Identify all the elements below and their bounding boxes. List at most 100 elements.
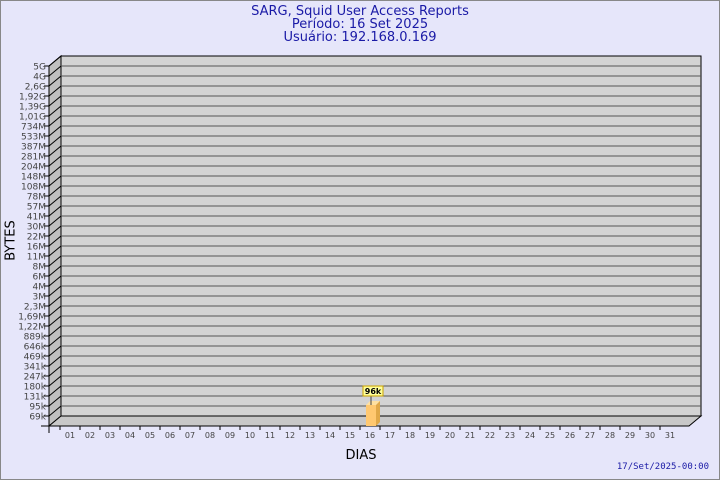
y-tick-label: 11M — [27, 253, 46, 263]
chart-title: SARG, Squid User Access Reports — [251, 4, 469, 19]
y-tick-diag — [48, 125, 62, 137]
x-tick-label: 02 — [85, 431, 95, 440]
y-tick-diag — [48, 255, 62, 267]
y-tick-diag — [48, 235, 62, 247]
y-tick-label: 469k — [24, 353, 47, 363]
x-tick-label: 18 — [405, 431, 415, 440]
y-tick-label: 247k — [24, 373, 47, 383]
x-tick-label: 13 — [305, 431, 315, 440]
x-tick-label: 01 — [65, 431, 75, 440]
x-tick-label: 31 — [665, 431, 675, 440]
y-tick-label: 180k — [24, 383, 47, 393]
y-tick-label: 734M — [21, 123, 46, 133]
x-tick-label: 27 — [585, 431, 595, 440]
y-tick-label: 3M — [33, 293, 47, 303]
x-tick-label: 04 — [125, 431, 135, 440]
y-tick-diag — [48, 395, 62, 407]
x-tick-label: 25 — [545, 431, 555, 440]
bar-day-16 — [366, 405, 376, 426]
y-tick-diag — [48, 285, 62, 297]
y-tick-label: 4G — [33, 73, 46, 83]
y-tick-diag — [48, 175, 62, 187]
y-tick-diag — [48, 95, 62, 107]
y-tick-diag — [48, 215, 62, 227]
y-tick-diag — [48, 305, 62, 317]
y-tick-diag — [48, 405, 62, 417]
x-tick-label: 07 — [185, 431, 195, 440]
x-tick-label: 23 — [505, 431, 515, 440]
y-tick-diag — [48, 365, 62, 377]
bar-side — [376, 401, 380, 426]
y-tick-diag — [48, 335, 62, 347]
y-tick-label: 341k — [24, 363, 47, 373]
x-tick-label: 29 — [625, 431, 635, 440]
y-tick-label: 30M — [27, 223, 46, 233]
x-tick-label: 09 — [225, 431, 235, 440]
x-tick-label: 06 — [165, 431, 175, 440]
y-tick-label: 108M — [21, 183, 46, 193]
x-tick-label: 22 — [485, 431, 495, 440]
y-tick-diag — [48, 205, 62, 217]
y-tick-label: 8M — [33, 263, 47, 273]
y-tick-label: 69k — [29, 413, 46, 423]
x-tick-label: 24 — [525, 431, 535, 440]
y-tick-label: 1,39G — [19, 103, 46, 113]
y-tick-label: 1,01G — [19, 113, 46, 123]
chart-user: Usuário: 192.168.0.169 — [283, 30, 437, 45]
y-tick-diag — [48, 65, 62, 77]
y-tick-label: 889k — [24, 333, 47, 343]
y-tick-label: 533M — [21, 133, 46, 143]
footer-date: 17/Set/2025-00:00 — [616, 462, 709, 472]
y-tick-label: 16M — [27, 243, 46, 253]
y-tick-label: 646k — [24, 343, 47, 353]
y-tick-diag — [48, 195, 62, 207]
x-tick-label: 14 — [325, 431, 335, 440]
y-tick-label: 1,22M — [18, 323, 46, 333]
y-tick-label: 22M — [27, 233, 46, 243]
y-tick-label: 2,3M — [24, 303, 46, 313]
x-tick-label: 21 — [465, 431, 475, 440]
x-tick-label: 26 — [565, 431, 575, 440]
y-tick-label: 2,6G — [25, 83, 46, 93]
y-tick-label: 204M — [21, 163, 46, 173]
y-tick-label: 1,69M — [18, 313, 46, 323]
x-axis-label: DIAS — [345, 448, 377, 463]
y-tick-diag — [48, 85, 62, 97]
x-tick-label: 08 — [205, 431, 215, 440]
y-tick-diag — [48, 155, 62, 167]
x-tick-label: 20 — [445, 431, 455, 440]
x-tick-label: 17 — [385, 431, 395, 440]
y-tick-label: 281M — [21, 153, 46, 163]
y-tick-diag — [48, 265, 62, 277]
x-tick-label: 10 — [245, 431, 255, 440]
x-tick-label: 16 — [365, 431, 375, 440]
y-tick-diag — [48, 75, 62, 87]
y-tick-diag — [48, 105, 62, 117]
x-tick-label: 30 — [645, 431, 655, 440]
y-tick-diag — [48, 325, 62, 337]
bar-label-box — [362, 385, 384, 397]
x-tick-label: 19 — [425, 431, 435, 440]
y-tick-label: 387M — [21, 143, 46, 153]
y-tick-diag — [48, 355, 62, 367]
y-tick-diag — [48, 225, 62, 237]
y-tick-label: 57M — [27, 203, 46, 213]
y-tick-label: 4M — [33, 283, 47, 293]
y-tick-label: 1,92G — [19, 93, 46, 103]
y-tick-label: 95k — [29, 403, 46, 413]
y-tick-diag — [48, 145, 62, 157]
y-tick-label: 131k — [24, 393, 47, 403]
y-tick-label: 78M — [27, 193, 46, 203]
y-tick-diag — [48, 245, 62, 257]
y-tick-label: 148M — [21, 173, 46, 183]
y-tick-diag — [48, 55, 62, 67]
x-tick-label: 11 — [265, 431, 275, 440]
x-tick-label: 03 — [105, 431, 115, 440]
chart-period: Período: 16 Set 2025 — [291, 17, 429, 32]
y-tick-label: 41M — [27, 213, 46, 223]
y-tick-diag — [48, 375, 62, 387]
y-tick-diag — [48, 385, 62, 397]
y-tick-diag — [48, 115, 62, 127]
